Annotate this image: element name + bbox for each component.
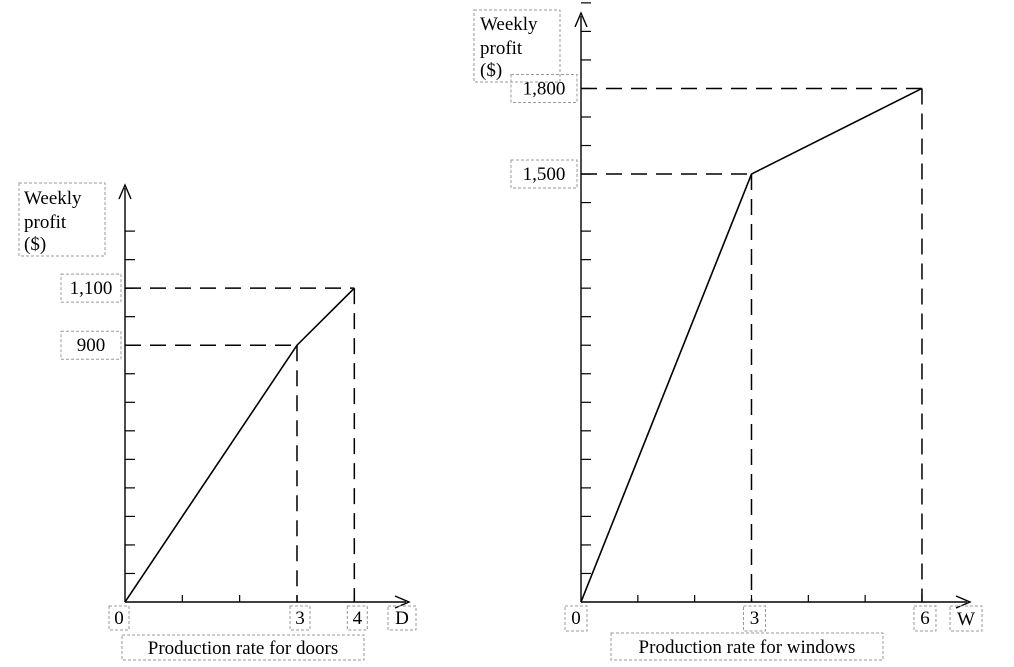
x-axis-title-box: [121, 634, 365, 661]
x-axis-title-text: Production rate for windows: [639, 637, 856, 658]
y-tick-label: 900: [77, 335, 106, 356]
chart-windows: Weekly profit ($) 1,500 1,800 0 3 6 W Produ…: [473, 2, 983, 661]
profit-line: [580, 87, 923, 603]
y-axis-arrow: [118, 183, 132, 200]
y-axis-title-line-1: Weekly: [480, 14, 538, 35]
x-axis-variable-label: W: [957, 609, 975, 630]
y-tick-label: 1,100: [70, 278, 113, 299]
x-tick-label-box: [108, 605, 130, 631]
chart-doors: Weekly profit ($) 900 1,100 0 3 4 D Product…: [18, 182, 417, 661]
x-tick-label: 4: [353, 608, 363, 629]
dashed-guide-lines: [581, 87, 923, 602]
y-axis-title-line-1: Weekly: [24, 188, 82, 209]
y-tick-labels: 900 1,100: [60, 273, 122, 360]
x-tick-label: 0: [114, 608, 124, 629]
x-axis-variable-label: D: [395, 608, 409, 629]
y-axis-title-box: [18, 182, 106, 257]
x-axis-title-text: Production rate for doors: [148, 638, 338, 659]
x-tick-label-box: [742, 605, 766, 632]
y-tick-label-box: [60, 273, 122, 303]
dashed-guide-lines: [125, 287, 356, 602]
y-tick-labels: 1,500 1,800: [510, 73, 578, 189]
axis-ticks: [125, 230, 355, 602]
y-axis-title-line-2: profit: [480, 38, 523, 59]
profit-series: [124, 287, 355, 603]
y-tick-label: 1,800: [523, 78, 566, 99]
x-axis-variable-box: [949, 605, 983, 632]
y-axis-title-box: [473, 9, 561, 83]
x-tick-label-box: [913, 605, 937, 632]
x-axis-variable-box: [387, 605, 417, 631]
x-tick-label: 6: [920, 608, 930, 629]
x-tick-label-box: [289, 605, 311, 631]
x-axis-title: Production rate for windows: [610, 632, 884, 661]
x-tick-label: 0: [571, 608, 581, 629]
y-axis-arrow: [574, 11, 588, 28]
x-axis-title: Production rate for doors: [121, 634, 365, 661]
x-axis-variable: W: [949, 605, 983, 632]
profit-series: [580, 87, 923, 603]
x-axis-title-box: [610, 632, 884, 661]
y-axis-title: Weekly profit ($): [473, 9, 561, 83]
y-tick-label-box: [510, 159, 578, 189]
y-axis-title-line-3: ($): [24, 234, 46, 255]
profit-line: [124, 287, 355, 603]
y-axis-title-line-3: ($): [480, 60, 502, 81]
x-tick-label: 3: [750, 608, 760, 629]
y-tick-label-box: [60, 330, 122, 360]
y-axis-title-line-2: profit: [24, 212, 67, 233]
y-tick-label: 1,500: [523, 164, 566, 185]
x-tick-label-box: [346, 605, 368, 631]
x-axis-variable: D: [387, 605, 417, 631]
x-tick-labels: 0 3 6: [564, 605, 937, 632]
x-tick-labels: 0 3 4: [108, 605, 368, 631]
y-axis-title: Weekly profit ($): [18, 182, 106, 257]
y-tick-label-box: [510, 73, 578, 103]
x-tick-label-box: [564, 605, 588, 632]
x-tick-label: 3: [295, 608, 305, 629]
